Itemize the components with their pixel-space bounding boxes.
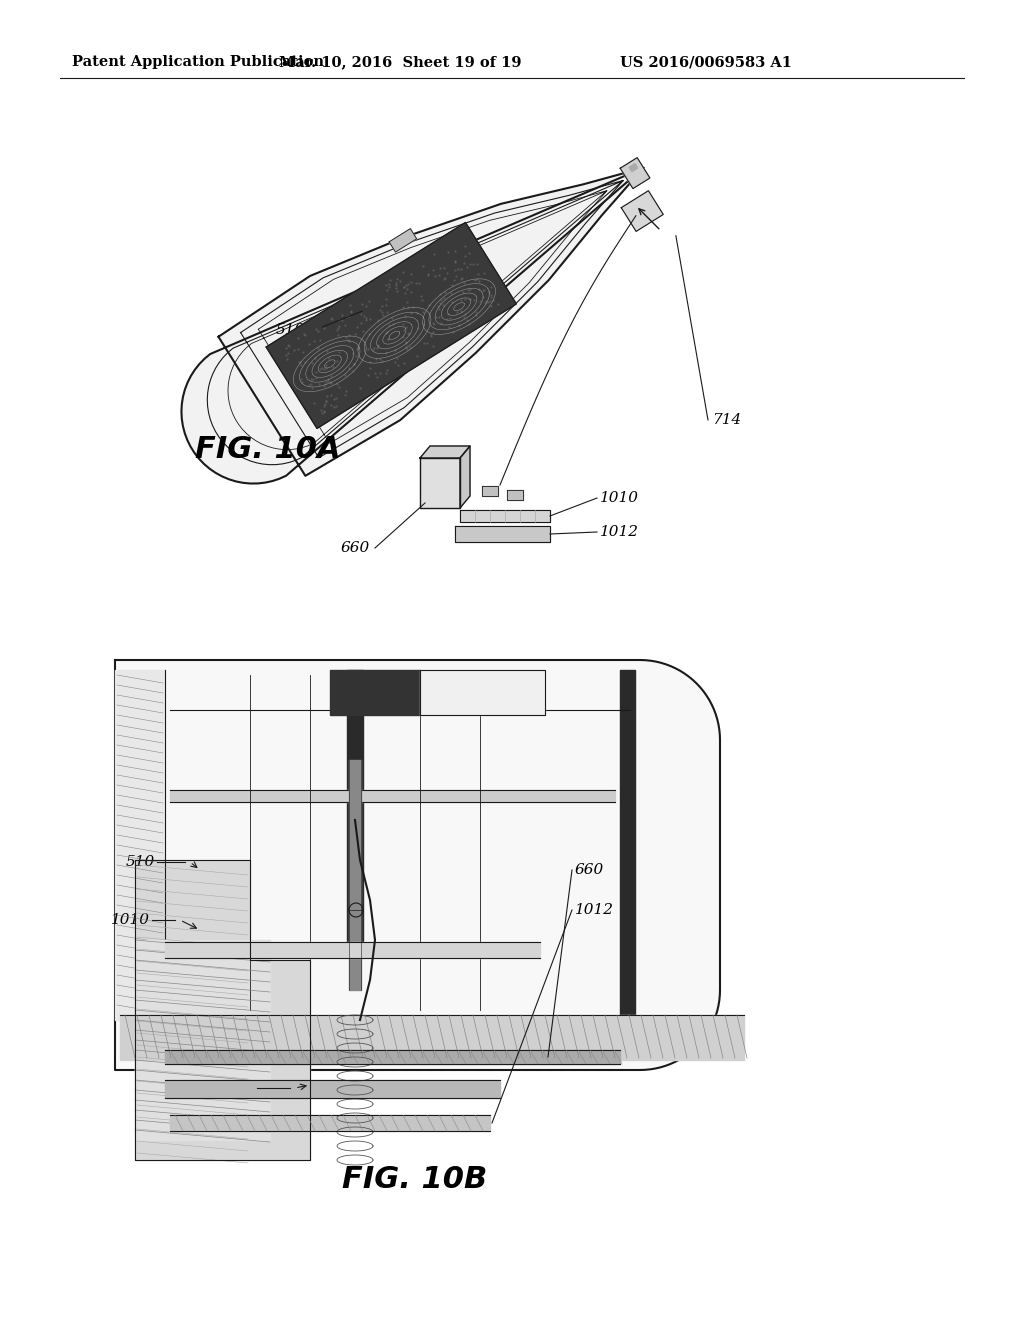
Text: 510: 510 [275, 323, 305, 337]
Text: Mar. 10, 2016  Sheet 19 of 19: Mar. 10, 2016 Sheet 19 of 19 [279, 55, 521, 69]
Polygon shape [349, 760, 361, 990]
Polygon shape [455, 525, 550, 543]
Text: 660: 660 [341, 541, 370, 554]
Text: Patent Application Publication: Patent Application Publication [72, 55, 324, 69]
Polygon shape [621, 157, 650, 189]
Polygon shape [420, 458, 460, 508]
Text: 660: 660 [575, 863, 604, 876]
Text: 1010: 1010 [600, 491, 639, 506]
Text: 512: 512 [225, 1081, 255, 1096]
Polygon shape [170, 1115, 490, 1131]
Polygon shape [460, 510, 550, 521]
Polygon shape [420, 671, 545, 715]
Polygon shape [135, 861, 310, 1160]
Text: 1012: 1012 [600, 525, 639, 539]
Text: 714: 714 [712, 413, 741, 426]
Polygon shape [330, 671, 420, 715]
Polygon shape [482, 486, 498, 496]
Polygon shape [347, 671, 362, 950]
Polygon shape [389, 228, 417, 252]
Polygon shape [170, 789, 615, 803]
Polygon shape [620, 671, 635, 1020]
Polygon shape [629, 164, 638, 172]
Polygon shape [165, 942, 540, 958]
Polygon shape [507, 490, 523, 500]
Polygon shape [622, 190, 664, 231]
Polygon shape [165, 1080, 500, 1098]
Text: 1012: 1012 [575, 903, 614, 917]
Text: 510: 510 [126, 855, 155, 869]
Polygon shape [120, 1015, 744, 1060]
Polygon shape [115, 671, 165, 1020]
Text: FIG. 10B: FIG. 10B [342, 1166, 487, 1195]
Polygon shape [420, 446, 470, 458]
Polygon shape [181, 168, 643, 483]
Polygon shape [135, 940, 270, 1140]
Polygon shape [165, 1049, 620, 1064]
Polygon shape [266, 223, 516, 429]
Polygon shape [460, 446, 470, 508]
Text: US 2016/0069583 A1: US 2016/0069583 A1 [620, 55, 792, 69]
Polygon shape [115, 660, 720, 1071]
Text: FIG. 10A: FIG. 10A [195, 436, 341, 465]
Text: 1010: 1010 [111, 913, 150, 927]
